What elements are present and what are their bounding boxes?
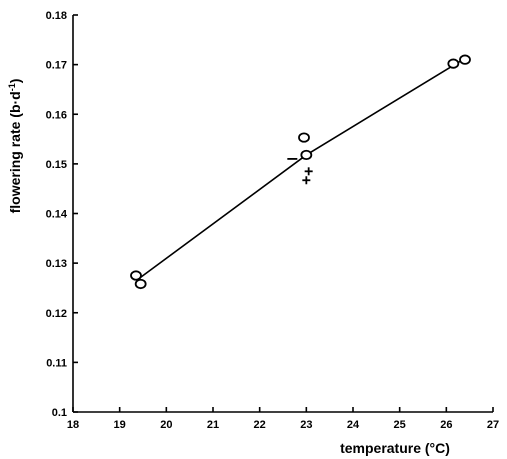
data-point-circle [130, 270, 142, 281]
data-point-circle [298, 132, 310, 143]
y-tick-label: 0.15 [46, 159, 67, 171]
y-axis-title-main: flowering rate (b·d [7, 91, 23, 213]
y-tick-label: 0.13 [46, 258, 67, 270]
x-ticks: 18 19 20 21 22 23 24 25 26 27 [67, 407, 499, 431]
fit-line-group [137, 60, 461, 280]
x-tick-label: 27 [487, 419, 499, 431]
data-point-circle [134, 278, 147, 290]
data-point-plus [304, 167, 313, 176]
x-tick-label: 25 [394, 419, 406, 431]
y-tick-label: 0.17 [46, 60, 67, 72]
y-tick-label: 0.14 [46, 209, 68, 221]
y-axis-title-superscript: -1 [7, 83, 17, 91]
x-tick-label: 23 [300, 419, 312, 431]
x-tick-label: 18 [67, 419, 79, 431]
fit-line [137, 60, 461, 280]
data-points [130, 54, 471, 290]
y-tick-label: 0.16 [46, 109, 67, 121]
data-point-circle [447, 58, 460, 69]
axes [72, 15, 493, 413]
x-axis-title: temperature (°C) [340, 440, 450, 456]
x-tick-label: 19 [114, 419, 126, 431]
y-tick-label: 0.18 [46, 10, 67, 22]
x-tick-label: 26 [440, 419, 452, 431]
y-tick-label: 0.11 [46, 357, 67, 369]
x-tick-label: 20 [160, 419, 172, 431]
x-tick-label: 21 [207, 419, 219, 431]
x-tick-label: 22 [254, 419, 266, 431]
y-ticks: 0.1 0.11 0.12 0.13 0.14 0.15 0.16 0.17 0.18 [46, 10, 78, 419]
y-tick-label: 0.12 [46, 308, 67, 320]
y-axis-title: flowering rate (b·d-1) [7, 79, 23, 214]
x-tick-label: 24 [347, 419, 360, 431]
y-axis-title-close: ) [7, 79, 23, 84]
data-point-plus [302, 176, 311, 185]
y-tick-label: 0.1 [52, 407, 67, 419]
data-point-circle [459, 54, 471, 65]
data-point-circle [300, 149, 313, 161]
